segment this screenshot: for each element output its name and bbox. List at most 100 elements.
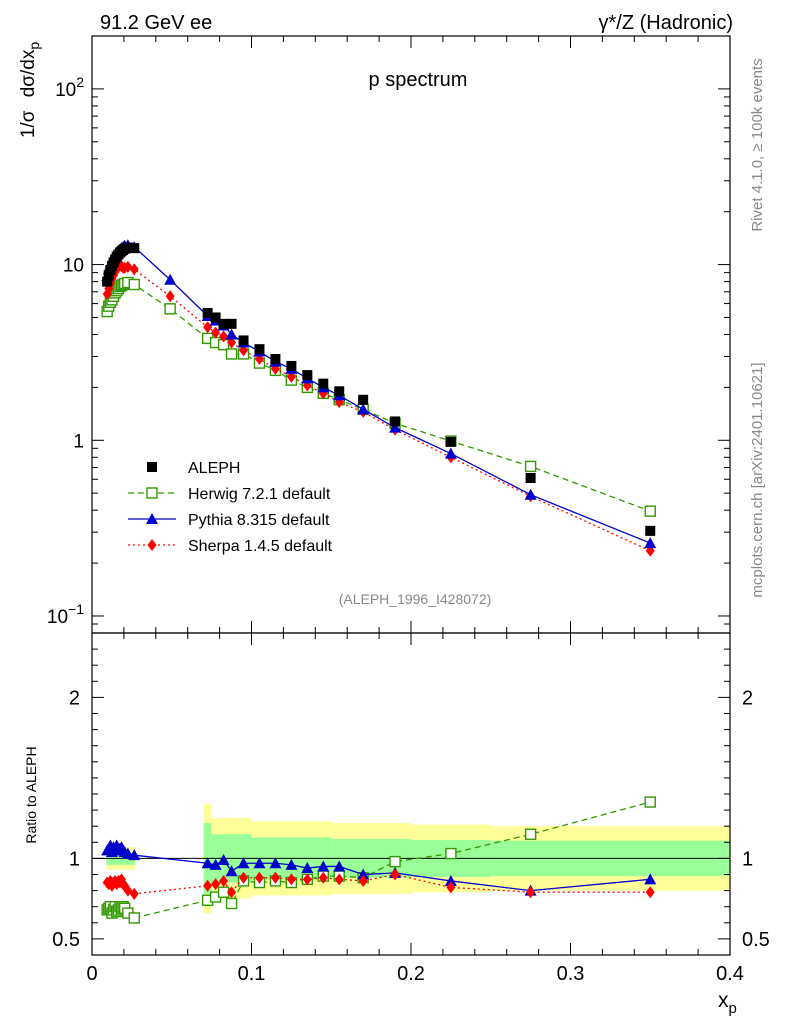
point-sherpa-1-4-5-default-14 bbox=[165, 290, 175, 303]
point-pythia-8-315-default-14 bbox=[164, 273, 177, 285]
point-herwig-7-2-1-default-30 bbox=[644, 505, 656, 517]
ratio-point-pythia-8-315-default-20 bbox=[269, 857, 282, 869]
point-aleph-27 bbox=[445, 436, 456, 447]
ratio-point-pythia-8-315-default-15 bbox=[209, 858, 222, 870]
ratio-ytick-label-right-1: 1 bbox=[742, 848, 753, 870]
y-tick-label-2: 1 bbox=[73, 431, 84, 452]
y-tick-label-0: 102 bbox=[55, 74, 84, 101]
ratio-point-pythia-8-315-default-17 bbox=[225, 865, 238, 877]
ratio-ytick-label-right-2: 0.5 bbox=[742, 929, 770, 951]
ratio-point-herwig-7-2-1-default-26 bbox=[389, 855, 401, 868]
x-label-sub: p bbox=[729, 1000, 737, 1017]
point-sherpa-1-4-5-default-18 bbox=[227, 336, 237, 349]
ratio-point-pythia-8-315-default-13 bbox=[128, 849, 141, 861]
ratio-point-herwig-7-2-1-default-17 bbox=[225, 897, 238, 910]
ratio-point-sherpa-1-4-5-default-15 bbox=[211, 878, 221, 891]
series-line-sherpa-1-4-5-default bbox=[106, 264, 651, 552]
point-pythia-8-315-default-28 bbox=[444, 447, 457, 459]
point-aleph-18 bbox=[238, 335, 249, 346]
ratio-point-sherpa-1-4-5-default-18 bbox=[239, 871, 249, 884]
ratio-point-pythia-8-315-default-18 bbox=[237, 857, 250, 869]
main-y-axis-label: 1/σ dσ/dxp bbox=[18, 42, 42, 139]
ratio-point-sherpa-1-4-5-default-20 bbox=[270, 871, 280, 884]
y-label-sub: p bbox=[26, 42, 42, 50]
header-process-label: γ*/Z (Hadronic) bbox=[599, 12, 733, 34]
y-tick-label-1: 10 bbox=[63, 256, 84, 277]
legend-marker-sherpa-1-4-5-default bbox=[147, 539, 157, 551]
point-aleph-17 bbox=[226, 318, 237, 329]
point-pythia-8-315-default-18 bbox=[225, 328, 238, 340]
point-sherpa-1-4-5-default-12 bbox=[123, 260, 133, 273]
point-sherpa-1-4-5-default-15 bbox=[203, 321, 213, 334]
ratio-point-sherpa-1-4-5-default-28 bbox=[526, 886, 536, 899]
ratio-point-pythia-8-315-default-24 bbox=[333, 860, 346, 872]
ratio-ytick-label-right-0: 2 bbox=[742, 687, 753, 709]
svg-text:1/σ dσ/dxp: 1/σ dσ/dxp bbox=[18, 42, 42, 139]
analysis-id-label: (ALEPH_1996_I428072) bbox=[339, 591, 492, 607]
mcplots-source-label: mcplots.cern.ch [arXiv:2401.10621] bbox=[749, 362, 766, 597]
x-tick-label-2: 0.2 bbox=[397, 963, 425, 985]
x-tick-label-4: 0.4 bbox=[716, 963, 744, 985]
ratio-ytick-label-left-1: 1 bbox=[69, 848, 80, 870]
point-herwig-7-2-1-default-14 bbox=[164, 303, 176, 315]
legend-marker-herwig-7-2-1-default bbox=[146, 487, 158, 499]
ratio-point-sherpa-1-4-5-default-26 bbox=[390, 868, 400, 881]
ratio-point-sherpa-1-4-5-default-29 bbox=[645, 886, 655, 899]
point-aleph-29 bbox=[645, 525, 656, 536]
ratio-point-herwig-7-2-1-default-28 bbox=[524, 828, 537, 840]
legend-label-aleph: ALEPH bbox=[188, 460, 240, 477]
point-aleph-0 bbox=[102, 276, 113, 287]
ratio-point-sherpa-1-4-5-default-13 bbox=[129, 887, 139, 900]
point-sherpa-1-4-5-default-13 bbox=[129, 263, 139, 276]
point-pythia-8-315-default-26 bbox=[357, 403, 370, 415]
legend-label-sherpa-1-4-5-default: Sherpa 1.4.5 default bbox=[188, 538, 333, 555]
ratio-point-sherpa-1-4-5-default-19 bbox=[254, 871, 264, 884]
x-tick-label-0: 0 bbox=[86, 963, 97, 985]
point-aleph-28 bbox=[525, 472, 536, 483]
legend-label-herwig-7-2-1-default: Herwig 7.2.1 default bbox=[188, 486, 331, 503]
point-pythia-8-315-default-30 bbox=[644, 537, 657, 549]
ratio-point-sherpa-1-4-5-default-25 bbox=[358, 874, 368, 887]
point-aleph-12 bbox=[122, 242, 133, 253]
x-label-main: x bbox=[718, 989, 729, 1012]
ratio-point-sherpa-1-4-5-default-22 bbox=[302, 873, 312, 886]
ratio-point-sherpa-1-4-5-default-21 bbox=[286, 873, 296, 886]
x-tick-label-1: 0.1 bbox=[238, 963, 266, 985]
y-tick-label-3: 10−1 bbox=[47, 601, 84, 628]
ratio-point-sherpa-1-4-5-default-24 bbox=[334, 873, 344, 886]
ratio-point-herwig-7-2-1-default-27 bbox=[445, 847, 457, 860]
point-aleph-21 bbox=[286, 360, 297, 371]
point-herwig-7-2-1-default-29 bbox=[524, 460, 537, 473]
x-axis-label: xp bbox=[718, 989, 737, 1017]
ratio-point-pythia-8-315-default-14 bbox=[201, 857, 214, 869]
ratio-point-pythia-8-315-default-29 bbox=[644, 873, 657, 885]
point-aleph-23 bbox=[318, 378, 329, 389]
point-aleph-20 bbox=[270, 354, 281, 365]
ratio-point-pythia-8-315-default-27 bbox=[444, 874, 457, 886]
ratio-point-pythia-8-315-default-19 bbox=[253, 857, 266, 869]
header-energy-label: 91.2 GeV ee bbox=[100, 12, 212, 34]
point-pythia-8-315-default-29 bbox=[524, 488, 537, 500]
point-aleph-14 bbox=[202, 308, 213, 319]
point-herwig-7-2-1-default-18 bbox=[225, 348, 238, 360]
legend-label-pythia-8-315-default: Pythia 8.315 default bbox=[188, 512, 330, 529]
y-label-norm: 1/σ bbox=[18, 110, 39, 138]
point-aleph-22 bbox=[302, 370, 313, 381]
point-aleph-24 bbox=[334, 386, 345, 397]
chart-title: p spectrum bbox=[369, 69, 468, 91]
ratio-point-pythia-8-315-default-25 bbox=[357, 868, 370, 880]
ratio-point-sherpa-1-4-5-default-27 bbox=[446, 881, 456, 894]
point-aleph-1 bbox=[103, 270, 114, 281]
ratio-point-herwig-7-2-1-default-13 bbox=[128, 912, 140, 924]
ratio-point-sherpa-1-4-5-default-23 bbox=[318, 871, 328, 884]
point-herwig-7-2-1-default-13 bbox=[128, 278, 140, 291]
ratio-point-sherpa-1-4-5-default-17 bbox=[227, 886, 237, 899]
point-aleph-19 bbox=[254, 344, 265, 355]
point-aleph-26 bbox=[390, 416, 401, 427]
point-pythia-8-315-default-27 bbox=[389, 421, 402, 433]
ratio-point-pythia-8-315-default-21 bbox=[285, 858, 298, 870]
point-sherpa-1-4-5-default-16 bbox=[211, 326, 221, 339]
ratio-point-pythia-8-315-default-23 bbox=[317, 860, 330, 872]
ratio-y-axis-label: Ratio to ALEPH bbox=[23, 746, 39, 843]
